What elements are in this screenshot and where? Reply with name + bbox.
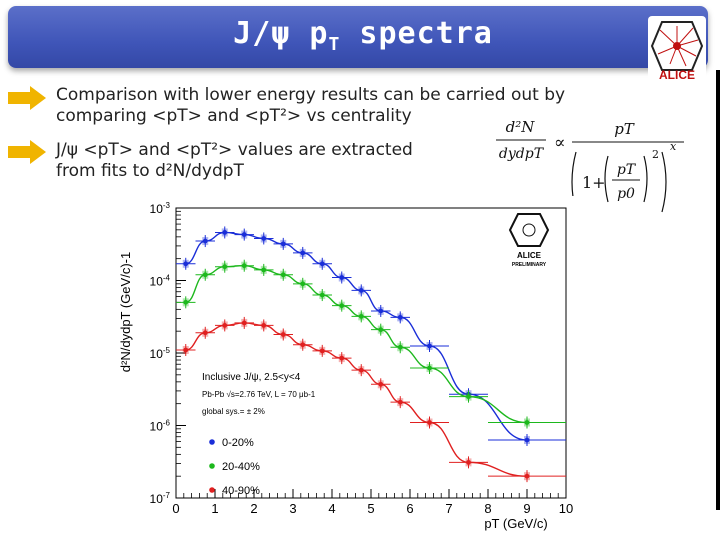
y-tick-label: 10-4 bbox=[150, 274, 171, 289]
data-point bbox=[339, 303, 345, 309]
data-point bbox=[183, 347, 189, 353]
data-point bbox=[241, 263, 247, 269]
annotation-line2: Pb-Pb √s=2.76 TeV, L = 70 μb-1 bbox=[202, 390, 316, 399]
annotation-line1: Inclusive J/ψ, 2.5<y<4 bbox=[202, 372, 301, 383]
bullet-1-line2: comparing <pT> and <pT²> vs centrality bbox=[56, 106, 412, 126]
x-tick-label: 3 bbox=[289, 501, 296, 516]
data-point bbox=[358, 288, 364, 293]
y-tick-label: 10-3 bbox=[150, 201, 171, 216]
data-point bbox=[300, 281, 306, 287]
bullet-arrow-icon bbox=[8, 86, 46, 110]
formula-inner-num: pT bbox=[617, 162, 637, 178]
data-point bbox=[261, 323, 267, 328]
data-point bbox=[378, 327, 384, 333]
data-point bbox=[222, 323, 228, 328]
right-edge-bar bbox=[716, 70, 720, 510]
data-point bbox=[466, 459, 471, 465]
x-tick-label: 0 bbox=[172, 501, 179, 516]
legend-marker bbox=[209, 487, 215, 493]
data-point bbox=[524, 437, 530, 443]
y-tick-label: 10-7 bbox=[150, 491, 171, 506]
chart-logo-line2: PRELIMINARY bbox=[512, 262, 547, 268]
formula-lhs-den: dydpT bbox=[499, 146, 545, 162]
data-point bbox=[202, 238, 208, 244]
formula-lhs-num: d²N bbox=[506, 118, 536, 136]
data-point bbox=[397, 344, 403, 350]
pt-spectra-chart: d²N/dydpT (GeV/c)-1 pT (GeV/c) ALICE PRE… bbox=[110, 196, 580, 536]
x-tick-label: 4 bbox=[328, 501, 335, 516]
data-point bbox=[222, 264, 228, 270]
legend-marker bbox=[209, 463, 215, 469]
y-tick-label: 10-5 bbox=[150, 346, 171, 361]
data-point bbox=[524, 420, 530, 425]
y-axis-label: d²N/dydpT (GeV/c)-1 bbox=[118, 252, 133, 372]
x-tick-label: 10 bbox=[559, 501, 573, 516]
x-axis-label: pT (GeV/c) bbox=[484, 516, 547, 531]
x-tick-label: 7 bbox=[445, 501, 452, 516]
bullet-arrow-icon bbox=[8, 140, 46, 164]
data-point bbox=[261, 267, 267, 273]
data-point bbox=[202, 330, 208, 336]
title-bar: J/ψ pT spectra bbox=[8, 6, 708, 68]
formula-exp2: 2 bbox=[652, 148, 659, 161]
formula-propto: ∝ bbox=[554, 133, 566, 153]
alice-logo-text: ALICE bbox=[659, 68, 695, 82]
data-point bbox=[280, 272, 286, 278]
data-point bbox=[261, 236, 267, 241]
formula-inner-den: p0 bbox=[617, 186, 635, 202]
bullet-2-line1: J/ψ <pT> and <pT²> values are extracted bbox=[56, 140, 413, 160]
data-point bbox=[241, 232, 247, 237]
data-point bbox=[397, 314, 403, 320]
x-tick-label: 6 bbox=[406, 501, 413, 516]
data-point bbox=[339, 355, 345, 361]
data-point bbox=[280, 241, 286, 247]
data-point bbox=[339, 275, 345, 280]
data-point bbox=[378, 381, 384, 387]
slide-title: J/ψ pT spectra bbox=[233, 16, 493, 55]
bullet-1-line1: Comparison with lower energy results can… bbox=[56, 85, 566, 105]
chart-logo-line1: ALICE bbox=[517, 251, 542, 260]
annotation-line3: global sys.= ± 2% bbox=[202, 407, 265, 416]
formula-rhs-num: pT bbox=[614, 120, 635, 138]
bullet-2-line2: from fits to d²N/dydpT bbox=[56, 161, 244, 181]
data-point bbox=[241, 320, 247, 326]
fit-formula: d²N dydpT ∝ pT 1+ pT p0 2 x bbox=[496, 118, 684, 213]
data-point bbox=[466, 394, 471, 400]
x-tick-label: 5 bbox=[367, 501, 374, 516]
data-point bbox=[300, 342, 306, 348]
x-tick-label: 8 bbox=[484, 501, 491, 516]
data-point bbox=[183, 261, 189, 267]
data-point bbox=[319, 261, 325, 267]
data-point bbox=[427, 365, 432, 371]
data-point bbox=[427, 420, 432, 425]
data-point bbox=[300, 250, 306, 256]
formula-expx: x bbox=[670, 140, 677, 153]
legend-label: 40-90% bbox=[222, 485, 260, 497]
data-point bbox=[319, 348, 325, 354]
bullet-1-text: Comparison with lower energy results can… bbox=[56, 85, 565, 127]
x-tick-label: 1 bbox=[211, 501, 218, 516]
data-point bbox=[397, 399, 403, 405]
chart-alice-logo: ALICE PRELIMINARY bbox=[508, 213, 550, 268]
data-point bbox=[280, 332, 286, 337]
data-point bbox=[222, 230, 228, 235]
legend-label: 20-40% bbox=[222, 461, 260, 473]
y-tick-label: 10-6 bbox=[150, 419, 171, 434]
data-point bbox=[202, 272, 208, 278]
data-point bbox=[358, 367, 364, 373]
x-tick-label: 9 bbox=[523, 501, 530, 516]
data-point bbox=[319, 292, 325, 298]
bullet-2-text: J/ψ <pT> and <pT²> values are extracted … bbox=[56, 140, 413, 182]
data-point bbox=[524, 473, 530, 479]
alice-logo: ALICE bbox=[648, 16, 706, 82]
data-point bbox=[358, 313, 364, 319]
legend-marker bbox=[209, 439, 215, 445]
data-point bbox=[183, 299, 189, 305]
data-point bbox=[427, 343, 432, 349]
legend-label: 0-20% bbox=[222, 437, 254, 449]
data-point bbox=[378, 308, 384, 314]
formula-one-plus: 1+ bbox=[582, 173, 606, 192]
x-tick-label: 2 bbox=[250, 501, 257, 516]
